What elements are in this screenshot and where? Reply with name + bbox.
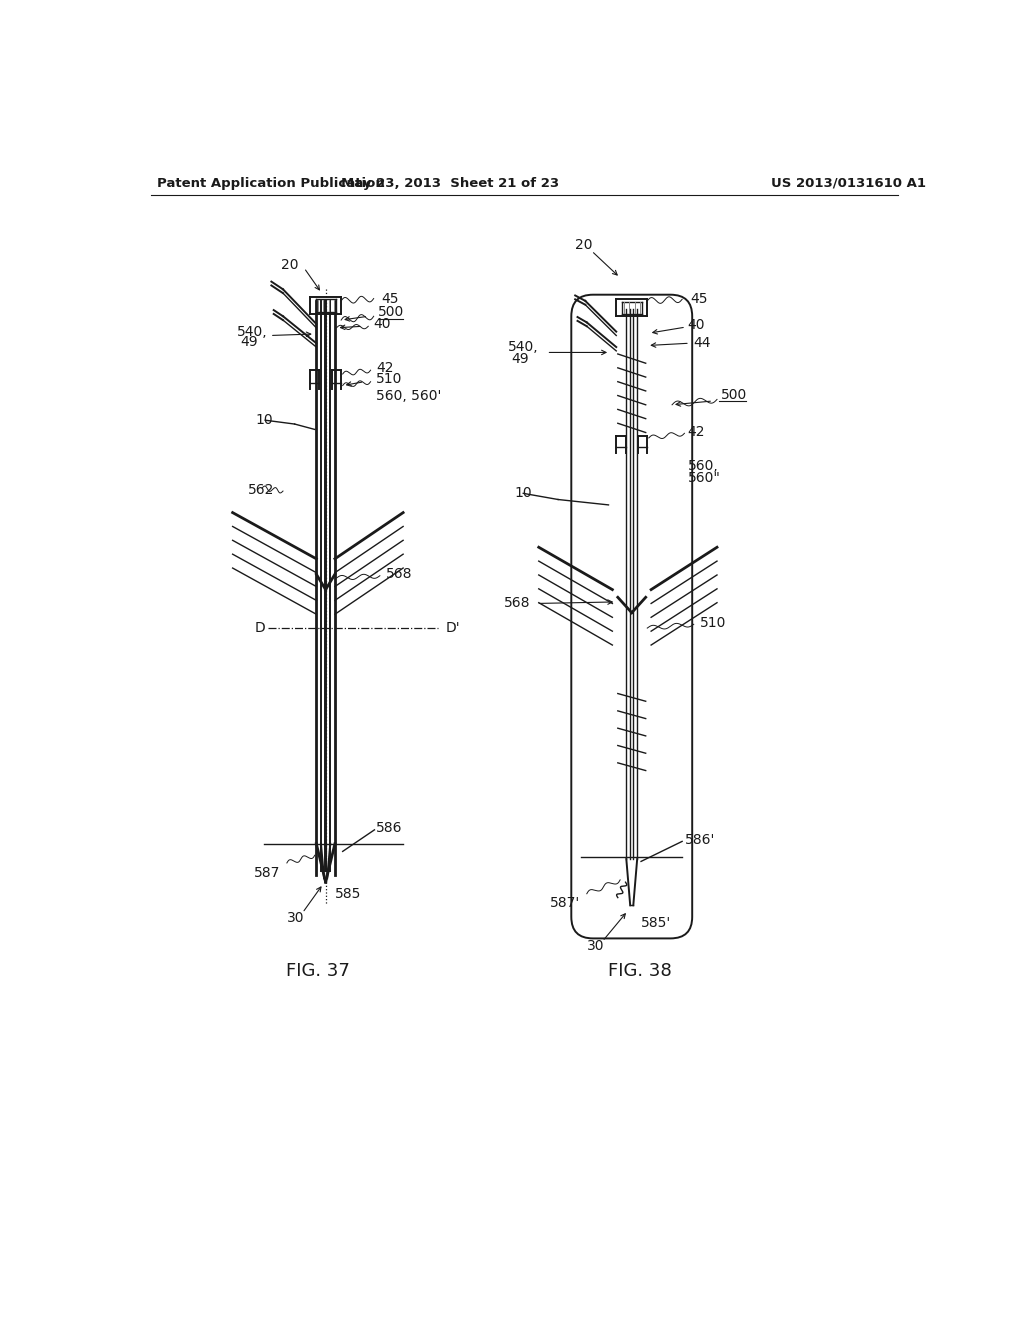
Text: 20: 20	[574, 239, 593, 252]
Text: 500: 500	[721, 388, 748, 401]
Text: 30: 30	[288, 911, 305, 925]
Text: 585: 585	[335, 887, 361, 900]
Text: 562: 562	[248, 483, 274, 496]
Text: 20: 20	[281, 257, 299, 272]
Text: 586': 586'	[684, 833, 715, 847]
Text: 587': 587'	[550, 896, 581, 909]
Text: 587: 587	[254, 866, 281, 880]
Text: D': D'	[445, 622, 461, 635]
Text: 585': 585'	[641, 916, 672, 931]
Text: US 2013/0131610 A1: US 2013/0131610 A1	[771, 177, 927, 190]
Text: 44: 44	[693, 337, 712, 350]
Text: D: D	[254, 622, 265, 635]
Text: 568: 568	[386, 568, 413, 581]
Text: FIG. 38: FIG. 38	[607, 962, 672, 979]
Text: May 23, 2013  Sheet 21 of 23: May 23, 2013 Sheet 21 of 23	[341, 177, 559, 190]
Text: 42: 42	[376, 360, 393, 375]
Text: 500: 500	[378, 305, 404, 319]
Text: 42: 42	[687, 425, 706, 438]
Text: 45: 45	[381, 292, 399, 305]
Text: 45: 45	[690, 292, 708, 306]
Text: 586: 586	[376, 821, 402, 836]
Text: 40: 40	[687, 318, 706, 333]
Text: 49: 49	[241, 335, 258, 348]
Text: 40: 40	[374, 317, 391, 331]
Text: 540,: 540,	[237, 325, 267, 339]
Text: 30: 30	[587, 939, 604, 953]
Text: 540,: 540,	[508, 341, 539, 354]
Text: 510: 510	[700, 615, 726, 630]
Text: Patent Application Publication: Patent Application Publication	[158, 177, 385, 190]
Text: 568: 568	[504, 597, 530, 610]
Text: 560,: 560,	[687, 459, 718, 474]
Text: 510: 510	[376, 372, 402, 387]
Text: 49: 49	[512, 351, 529, 366]
Text: 560, 560': 560, 560'	[376, 388, 441, 403]
Text: FIG. 37: FIG. 37	[286, 962, 350, 979]
Text: 10: 10	[514, 486, 531, 500]
Text: 560": 560"	[687, 471, 721, 484]
Text: 10: 10	[256, 413, 273, 428]
